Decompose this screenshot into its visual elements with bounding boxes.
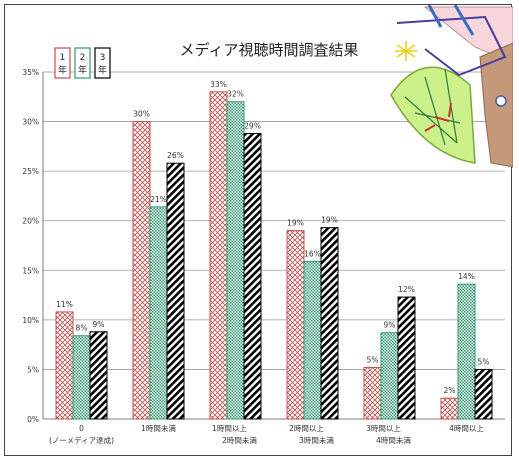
x-tick-label: 2時間以上 bbox=[289, 424, 324, 433]
bar-3年-4 bbox=[397, 296, 416, 420]
legend-key-1年 bbox=[54, 47, 71, 79]
x-tick-label: 3時間以上 bbox=[366, 424, 401, 433]
protractor-lines bbox=[404, 68, 461, 146]
bar-series-group: 11% 8% 9% 30% 21% 26% 33%32% 29% 19% 16% 19% 5% 9% 12… bbox=[55, 80, 493, 420]
legend-label: 年 bbox=[58, 64, 67, 76]
y-tick-label: 10% bbox=[22, 316, 39, 325]
data-label: 33% bbox=[210, 80, 227, 89]
x-tick-label: (ノーメディア達成) bbox=[49, 435, 114, 445]
legend-label: 1 bbox=[60, 53, 66, 63]
bar-3年-1 bbox=[166, 162, 185, 420]
bar-1年-5 bbox=[440, 397, 459, 420]
data-label: 14% bbox=[458, 272, 475, 281]
bar-1年-2 bbox=[209, 91, 228, 420]
y-tick-label: 30% bbox=[22, 118, 39, 127]
data-label: 11% bbox=[56, 300, 73, 309]
gridlines bbox=[43, 71, 505, 420]
y-tick-label: 0% bbox=[27, 415, 39, 424]
y-tick-label: 25% bbox=[22, 167, 39, 176]
x-tick-label: 0 bbox=[79, 424, 84, 433]
legend-label: 3 bbox=[100, 53, 106, 63]
data-label: 19% bbox=[321, 216, 338, 225]
compass-protractor-drawing bbox=[390, 5, 513, 168]
bar-1年-1 bbox=[132, 121, 151, 420]
legend-label: 年 bbox=[98, 64, 107, 76]
bar-1年-4 bbox=[363, 366, 382, 420]
protractor-red-marks bbox=[424, 102, 452, 132]
y-tick-label: 5% bbox=[27, 365, 39, 374]
bar-chart: 0%5%10%15%20%25%30%35% メディア視聴時間調査結果 11%8… bbox=[22, 5, 513, 445]
data-label: 32% bbox=[227, 90, 244, 99]
data-label: 9% bbox=[93, 320, 105, 329]
x-tick-label: 1時間未満 bbox=[141, 423, 176, 433]
bar-2年-3 bbox=[303, 260, 322, 420]
compass-pink-arm bbox=[423, 6, 513, 64]
y-tick-label: 20% bbox=[22, 217, 39, 226]
legend-label: 2 bbox=[80, 53, 86, 63]
bar-2年-4 bbox=[380, 332, 399, 420]
data-label: 16% bbox=[304, 249, 321, 258]
bar-2年-1 bbox=[149, 206, 168, 420]
compass-eye bbox=[495, 95, 507, 107]
legend-key-3年 bbox=[94, 47, 111, 79]
data-label: 26% bbox=[167, 151, 184, 160]
compass-brown-leg bbox=[479, 42, 513, 168]
x-tick-label: 1時間以上 bbox=[212, 424, 247, 433]
data-label: 19% bbox=[287, 219, 304, 228]
bar-1年-0 bbox=[55, 311, 74, 420]
data-label: 30% bbox=[133, 110, 150, 119]
bar-2年-5 bbox=[457, 283, 476, 420]
legend-label: 年 bbox=[78, 64, 87, 76]
data-label: 5% bbox=[478, 357, 490, 366]
data-label: 2% bbox=[444, 386, 456, 395]
bar-1年-3 bbox=[286, 230, 305, 420]
protractor-shape bbox=[390, 66, 476, 164]
data-label: 9% bbox=[384, 321, 396, 330]
bar-2年-2 bbox=[226, 101, 245, 420]
y-axis: 0% 5% 10% 15% 20% 25% 30% 35% bbox=[22, 68, 44, 424]
data-label: 21% bbox=[150, 195, 167, 204]
data-label: 5% bbox=[367, 355, 379, 364]
x-axis-labels: 0 (ノーメディア達成) 1時間未満 1時間以上 2時間未満 2時間以上 3時間未満 3時間以… bbox=[49, 423, 484, 445]
data-label: 12% bbox=[398, 285, 415, 294]
data-label: 8% bbox=[76, 324, 88, 333]
x-tick-label: 4時間以上 bbox=[449, 424, 484, 433]
chart-frame: 0% 5% 10% 15% 20% 25% 30% 35% メディア視聴時間調査結果 11% 8… bbox=[4, 4, 513, 456]
y-tick-label: 15% bbox=[22, 266, 39, 275]
bar-3年-3 bbox=[320, 227, 339, 420]
compass-purple-line bbox=[396, 15, 507, 77]
y-tick-label: 35% bbox=[22, 68, 39, 77]
bar-3年-0 bbox=[89, 331, 108, 420]
legend-key-2年 bbox=[74, 47, 91, 79]
x-tick-label: 3時間未満 bbox=[299, 435, 334, 445]
compass-blue-hinge bbox=[427, 5, 475, 36]
chart-title: メディア視聴時間調査結果 bbox=[180, 41, 359, 59]
bar-3年-2 bbox=[243, 132, 262, 420]
data-label: 29% bbox=[244, 121, 261, 130]
x-tick-label: 4時間未満 bbox=[376, 435, 411, 445]
x-tick-label: 2時間未満 bbox=[222, 435, 257, 445]
bar-3年-5 bbox=[474, 368, 493, 420]
sparkle-icon bbox=[395, 41, 417, 61]
bar-2年-0 bbox=[72, 335, 91, 420]
